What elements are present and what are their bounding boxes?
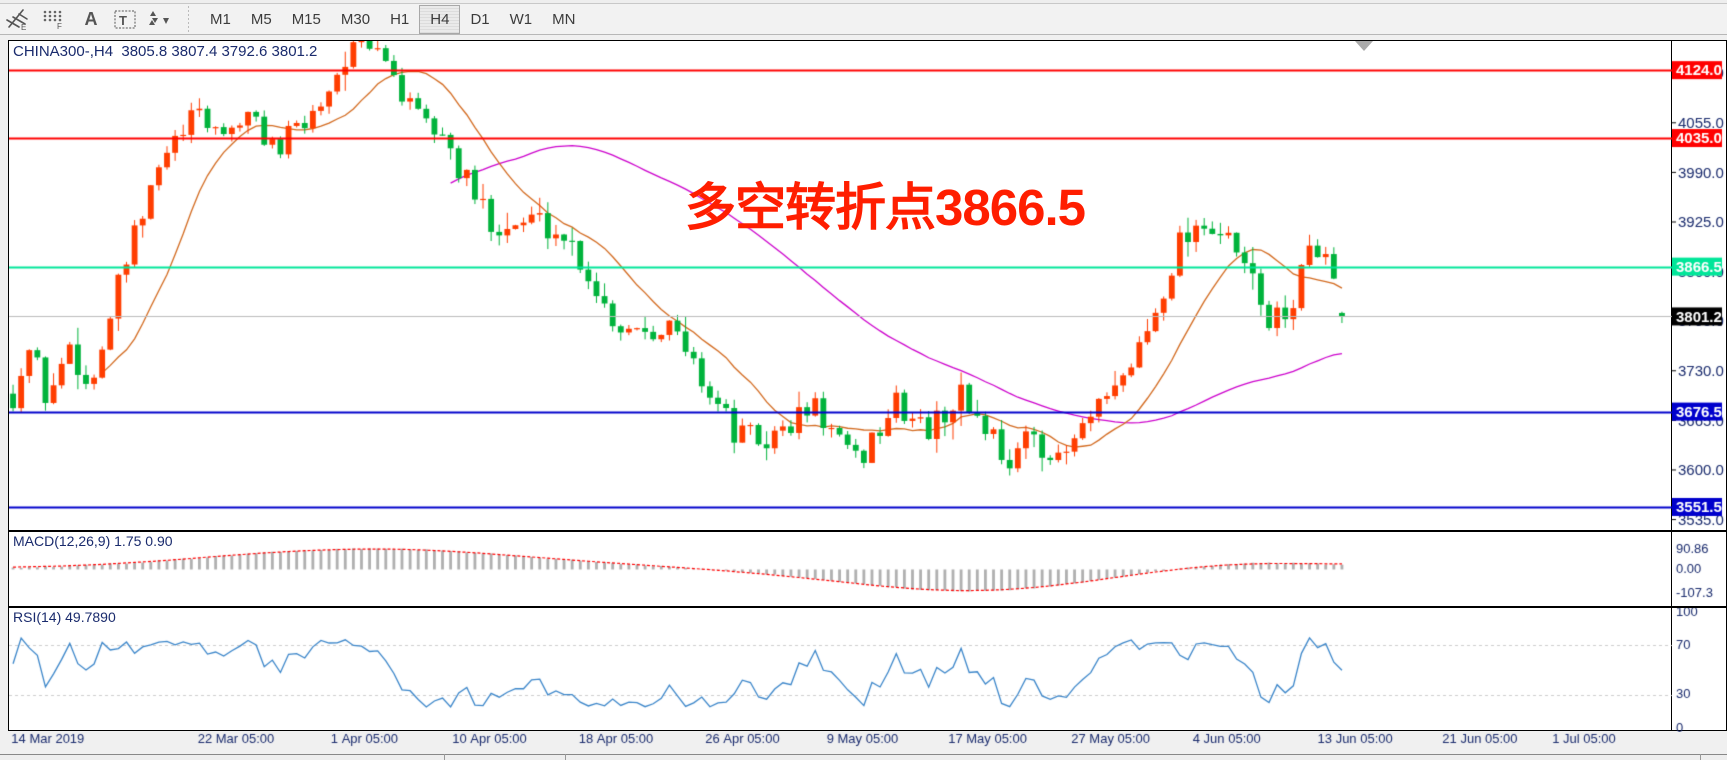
svg-text:T: T bbox=[119, 13, 127, 28]
svg-text:E: E bbox=[21, 23, 26, 31]
svg-text:F: F bbox=[57, 22, 62, 30]
